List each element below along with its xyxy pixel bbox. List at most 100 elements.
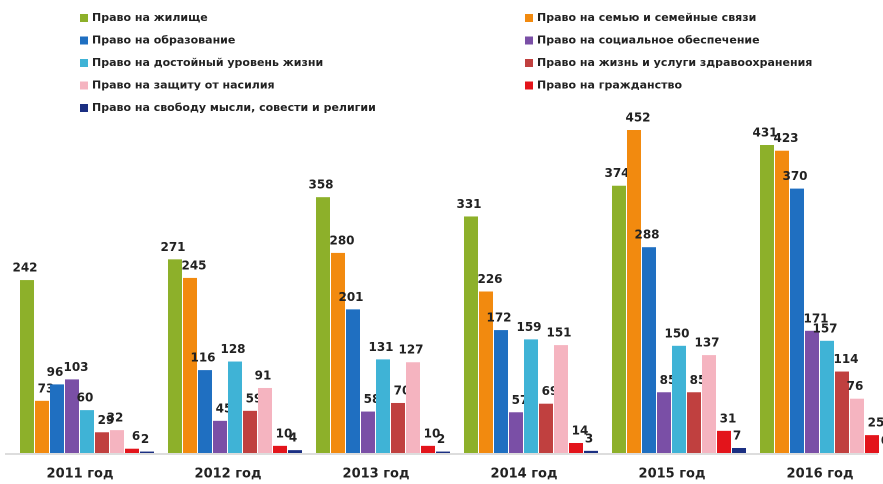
x-tick-label: 2013 год bbox=[343, 467, 410, 482]
bar bbox=[436, 451, 450, 453]
bar bbox=[110, 430, 124, 453]
value-label: 7 bbox=[733, 428, 741, 442]
legend-label: Право на образование bbox=[92, 34, 235, 47]
value-label: 157 bbox=[812, 321, 837, 335]
value-label: 14 bbox=[572, 423, 589, 437]
value-label: 245 bbox=[181, 258, 206, 272]
value-label: 288 bbox=[634, 228, 659, 242]
legend-swatch bbox=[80, 59, 88, 67]
value-label: 452 bbox=[625, 111, 650, 125]
bar bbox=[198, 370, 212, 453]
bar bbox=[865, 435, 879, 453]
value-label: 4 bbox=[289, 431, 297, 445]
bar bbox=[509, 412, 523, 453]
legend-label: Право на достойный уровень жизни bbox=[92, 56, 323, 69]
bar bbox=[687, 392, 701, 453]
value-label: 151 bbox=[546, 326, 571, 340]
value-label: 31 bbox=[720, 411, 737, 425]
bar bbox=[50, 384, 64, 453]
bar bbox=[95, 432, 109, 453]
value-label: 374 bbox=[604, 166, 629, 180]
bar bbox=[273, 445, 287, 453]
value-label: 76 bbox=[847, 379, 864, 393]
value-label: 242 bbox=[12, 261, 37, 275]
bar bbox=[168, 259, 182, 453]
bar bbox=[20, 280, 34, 453]
value-label: 2 bbox=[141, 432, 149, 446]
legend-swatch bbox=[80, 36, 88, 45]
legend-label: Право на защиту от насилия bbox=[92, 79, 275, 92]
bar bbox=[35, 400, 49, 453]
bar bbox=[584, 450, 598, 453]
legend-swatch bbox=[525, 81, 533, 90]
bar bbox=[760, 145, 774, 453]
bar bbox=[627, 130, 641, 453]
value-label: 137 bbox=[694, 336, 719, 350]
value-label: 103 bbox=[63, 360, 88, 374]
x-tick-label: 2011 год bbox=[47, 467, 114, 482]
x-tick-label: 2014 год bbox=[491, 467, 558, 482]
value-label: 370 bbox=[782, 169, 807, 183]
bar bbox=[835, 371, 849, 453]
value-label: 96 bbox=[47, 365, 64, 379]
value-label: 150 bbox=[664, 326, 689, 340]
legend-swatch bbox=[80, 104, 88, 112]
bar bbox=[406, 362, 420, 453]
bar bbox=[228, 361, 242, 453]
legend-label: Право на жилище bbox=[92, 11, 208, 24]
value-label: 128 bbox=[220, 342, 245, 356]
bar bbox=[213, 420, 227, 453]
value-label: 2 bbox=[437, 432, 445, 446]
bar bbox=[361, 411, 375, 453]
bar bbox=[494, 330, 508, 453]
legend-label: Право на социальное обеспечение bbox=[537, 34, 760, 47]
value-label: 91 bbox=[255, 368, 272, 382]
bar bbox=[775, 150, 789, 453]
legend-swatch bbox=[80, 81, 88, 90]
value-label: 159 bbox=[516, 320, 541, 334]
bar bbox=[65, 379, 79, 453]
bar bbox=[243, 410, 257, 453]
value-label: 280 bbox=[329, 233, 354, 247]
legend-swatch bbox=[80, 14, 88, 22]
legend-label: Право на гражданство bbox=[537, 79, 682, 92]
legend-swatch bbox=[525, 36, 533, 45]
value-label: 3 bbox=[585, 431, 593, 445]
bar bbox=[80, 410, 94, 453]
bar bbox=[479, 291, 493, 453]
value-label: 29 bbox=[98, 413, 115, 427]
value-label: 226 bbox=[477, 272, 502, 286]
value-label: 60 bbox=[77, 391, 94, 405]
value-label: 423 bbox=[773, 131, 798, 145]
bar bbox=[258, 387, 272, 453]
bar bbox=[642, 247, 656, 453]
bar bbox=[346, 309, 360, 453]
legend-swatch bbox=[525, 14, 533, 22]
legend-label: Право на семью и семейные связи bbox=[537, 11, 756, 24]
bar bbox=[612, 185, 626, 453]
legend-label: Право на свободу мысли, совести и религи… bbox=[92, 101, 376, 114]
bar bbox=[672, 345, 686, 453]
value-label: 10 bbox=[276, 426, 293, 440]
bar bbox=[554, 345, 568, 453]
bar bbox=[790, 188, 804, 453]
bar bbox=[702, 355, 716, 453]
value-label: 114 bbox=[833, 352, 858, 366]
bar bbox=[183, 277, 197, 453]
value-label: 358 bbox=[308, 178, 333, 192]
value-label: 172 bbox=[486, 311, 511, 325]
bar bbox=[717, 430, 731, 453]
bar bbox=[539, 403, 553, 453]
value-label: 116 bbox=[190, 351, 215, 365]
bar bbox=[391, 402, 405, 453]
bar bbox=[805, 330, 819, 453]
bar bbox=[850, 398, 864, 453]
bar bbox=[125, 448, 139, 453]
value-label: 25 bbox=[868, 416, 883, 430]
bar bbox=[331, 252, 345, 453]
x-tick-label: 2015 год bbox=[639, 467, 706, 482]
value-label: 10 bbox=[424, 426, 441, 440]
value-label: 131 bbox=[368, 340, 393, 354]
bar bbox=[376, 359, 390, 453]
